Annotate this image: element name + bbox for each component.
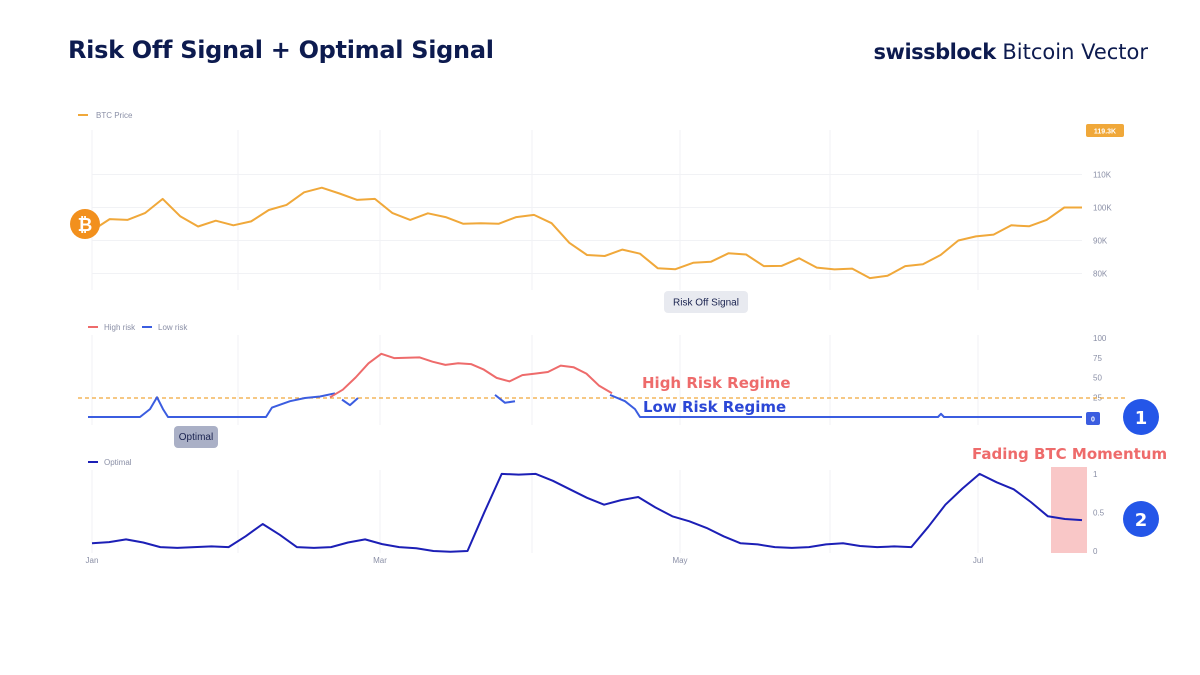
btc-y-tick: 90K [1093, 237, 1108, 246]
optimal-y-tick: 0 [1093, 547, 1098, 556]
risk-y-ticks: 100 75 50 25 [1093, 334, 1107, 402]
risk-y-tick: 75 [1093, 354, 1102, 363]
marker-2-circle [1123, 501, 1159, 537]
optimal-legend-label: Optimal [104, 458, 132, 467]
low-risk-regime-annotation: Low Risk Regime [643, 398, 786, 416]
btc-y-tick: 80K [1093, 270, 1108, 279]
high-risk-legend-label: High risk [104, 323, 136, 332]
btc-legend-label: BTC Price [96, 111, 133, 120]
page-title: Risk Off Signal + Optimal Signal [68, 36, 494, 64]
x-axis-ticks: Jan Mar May Jul [86, 556, 984, 565]
risk-y-tick: 50 [1093, 374, 1102, 383]
risk-off-signal-label: Risk Off Signal [673, 298, 739, 309]
x-tick: Jan [86, 556, 99, 565]
btc-y-tick: 100K [1093, 204, 1112, 213]
risk-last-value-label: 0 [1091, 417, 1095, 424]
gridlines [91, 130, 1082, 553]
risk-y-tick: 100 [1093, 334, 1107, 343]
x-tick: May [672, 556, 687, 565]
low-risk-legend-label: Low risk [158, 323, 188, 332]
optimal-pill-label: Optimal [179, 432, 213, 443]
marker-1-label: 1 [1135, 408, 1148, 429]
optimal-line [91, 472, 1083, 553]
btc-y-tick: 110K [1093, 171, 1112, 180]
risk-off-signal-pill [664, 291, 748, 313]
high-risk-regime-annotation: High Risk Regime [642, 374, 791, 392]
marker-2-label: 2 [1135, 510, 1148, 531]
x-tick: Mar [373, 556, 387, 565]
brand-logo: swissblock Bitcoin Vector [874, 40, 1148, 64]
risk-y-tick: 25 [1093, 393, 1102, 402]
optimal-pill [174, 426, 218, 448]
btc-price-line [91, 186, 1082, 280]
optimal-y-tick: 1 [1093, 470, 1098, 479]
high-risk-line [329, 352, 613, 399]
optimal-y-tick: 0.5 [1093, 508, 1105, 517]
marker-1-circle [1123, 399, 1159, 435]
fading-btc-momentum-annotation: Fading BTC Momentum [972, 445, 1167, 463]
x-tick: Jul [973, 556, 983, 565]
brand-product: Bitcoin Vector [995, 40, 1148, 64]
bitcoin-icon: ₿ [70, 209, 100, 239]
btc-y-ticks: 80K 90K 100K 110K [1093, 171, 1112, 279]
optimal-y-ticks: 10.50 [1093, 470, 1105, 556]
fading-momentum-highlight [1051, 467, 1087, 553]
svg-text:₿: ₿ [78, 215, 93, 236]
risk-last-value-badge [1086, 412, 1100, 425]
brand-name: swissblock [873, 40, 997, 64]
btc-last-value-label: 119.3K [1094, 129, 1116, 136]
low-risk-line [88, 392, 1082, 418]
btc-last-value-badge [1086, 124, 1124, 137]
